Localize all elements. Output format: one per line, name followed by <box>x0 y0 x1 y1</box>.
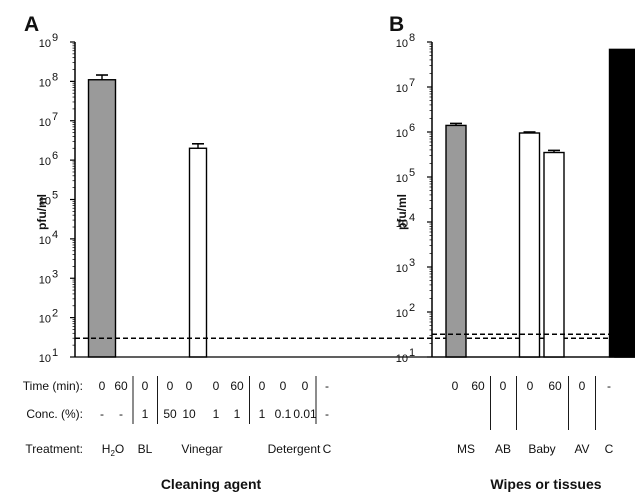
table-cell: 0 <box>579 379 586 393</box>
y-tick-label: 10 <box>39 77 51 89</box>
y-tick-label: 10 <box>396 353 408 365</box>
bar <box>445 124 467 358</box>
table-cell: 0 <box>500 379 507 393</box>
y-tick-exponent: 3 <box>409 257 415 269</box>
y-tick-exponent: 7 <box>409 77 415 89</box>
panel-letter-b: B <box>389 13 404 36</box>
y-tick-label: 10 <box>39 353 51 365</box>
table-cell: - <box>607 379 611 393</box>
table-cell: 0 <box>142 379 149 393</box>
y-tick-exponent: 8 <box>409 32 415 44</box>
y-tick-exponent: 4 <box>52 229 58 241</box>
y-tick-exponent: 1 <box>409 347 415 359</box>
treatment-name: Vinegar <box>181 442 222 456</box>
table-cell: 0 <box>167 379 174 393</box>
group-name: AV <box>574 442 589 456</box>
table-cell: 10 <box>182 407 196 421</box>
table-cell: 1 <box>234 407 241 421</box>
y-tick-label: 10 <box>39 117 51 129</box>
table-cell: 0 <box>280 379 287 393</box>
y-tick-label: 10 <box>396 308 408 320</box>
table-cell: 0.01 <box>293 407 317 421</box>
table-cell: - <box>325 407 329 421</box>
y-tick-label: 10 <box>396 263 408 275</box>
y-axis-label-b: pfu/ml <box>395 194 409 230</box>
y-axis-label-a: pfu/ml <box>35 194 49 230</box>
y-tick-exponent: 4 <box>409 212 415 224</box>
group-name: Baby <box>528 442 555 456</box>
table-cell: 0 <box>99 379 106 393</box>
treatment-name: C <box>323 442 332 456</box>
table-cell: 1 <box>259 407 266 421</box>
table-cell: 0 <box>186 379 193 393</box>
table-cell: - <box>100 407 104 421</box>
group-name: AB <box>495 442 511 456</box>
table-cell: 0 <box>259 379 266 393</box>
table-cell: 1 <box>142 407 149 421</box>
y-tick-label: 10 <box>396 38 408 50</box>
y-tick-exponent: 6 <box>52 150 58 162</box>
y-tick-exponent: 5 <box>409 167 415 179</box>
y-tick-exponent: 5 <box>52 190 58 202</box>
y-tick-label: 10 <box>39 156 51 168</box>
y-tick-label: 10 <box>396 173 408 185</box>
y-tick-label: 10 <box>39 235 51 247</box>
y-tick-exponent: 7 <box>52 111 58 123</box>
y-tick-exponent: 9 <box>52 32 58 44</box>
table-cell: 50 <box>163 407 177 421</box>
y-tick-label: 10 <box>39 314 51 326</box>
caption-b: Wipes or tissues <box>490 476 601 492</box>
y-tick-label: 10 <box>39 274 51 286</box>
panel-letter-a: A <box>24 13 39 36</box>
bar <box>518 132 541 358</box>
bar <box>188 147 208 358</box>
y-tick-exponent: 2 <box>52 308 58 320</box>
table-cell: 60 <box>114 379 128 393</box>
table-cell: 60 <box>230 379 244 393</box>
row-label: Time (min): <box>23 379 83 393</box>
y-tick-label: 10 <box>396 128 408 140</box>
table-cell: 0 <box>452 379 459 393</box>
table-cell: 0 <box>527 379 534 393</box>
row-label: Conc. (%): <box>26 407 83 421</box>
caption-a: Cleaning agent <box>161 476 262 492</box>
group-name: MS <box>457 442 475 456</box>
treatment-name: BL <box>138 442 153 456</box>
bar <box>543 151 565 358</box>
axes-b <box>427 41 635 358</box>
y-tick-label: 10 <box>396 218 408 230</box>
table-cell: 0.1 <box>275 407 292 421</box>
table-cell: 60 <box>471 379 485 393</box>
y-tick-label: 10 <box>39 196 51 208</box>
treatment-name: Detergent <box>268 442 321 456</box>
y-tick-exponent: 8 <box>52 71 58 83</box>
table-cell: 1 <box>213 407 220 421</box>
treatment-label: Treatment: <box>25 442 83 456</box>
table-cell: 0 <box>213 379 220 393</box>
y-tick-exponent: 2 <box>409 302 415 314</box>
y-tick-exponent: 3 <box>52 268 58 280</box>
bar <box>614 69 635 358</box>
treatment-name: H2O <box>102 442 124 458</box>
table-a: Time (min): 0 60 0 0 0 0 60 0 0 0 -Conc. (%): - -1 50 1… <box>23 376 332 458</box>
y-tick-label: 10 <box>396 83 408 95</box>
table-cell: 60 <box>548 379 562 393</box>
table-cell: - <box>119 407 123 421</box>
bar <box>87 79 117 358</box>
table-cell: 0 <box>302 379 309 393</box>
table-cell: - <box>325 379 329 393</box>
y-tick-label: 10 <box>39 38 51 50</box>
bars-b <box>445 69 635 358</box>
y-tick-exponent: 1 <box>52 347 58 359</box>
y-tick-exponent: 6 <box>409 122 415 134</box>
group-name: C <box>605 442 614 456</box>
table-b: 0 60 0 0 60 0 - MS AB Baby AV C <box>452 376 614 456</box>
